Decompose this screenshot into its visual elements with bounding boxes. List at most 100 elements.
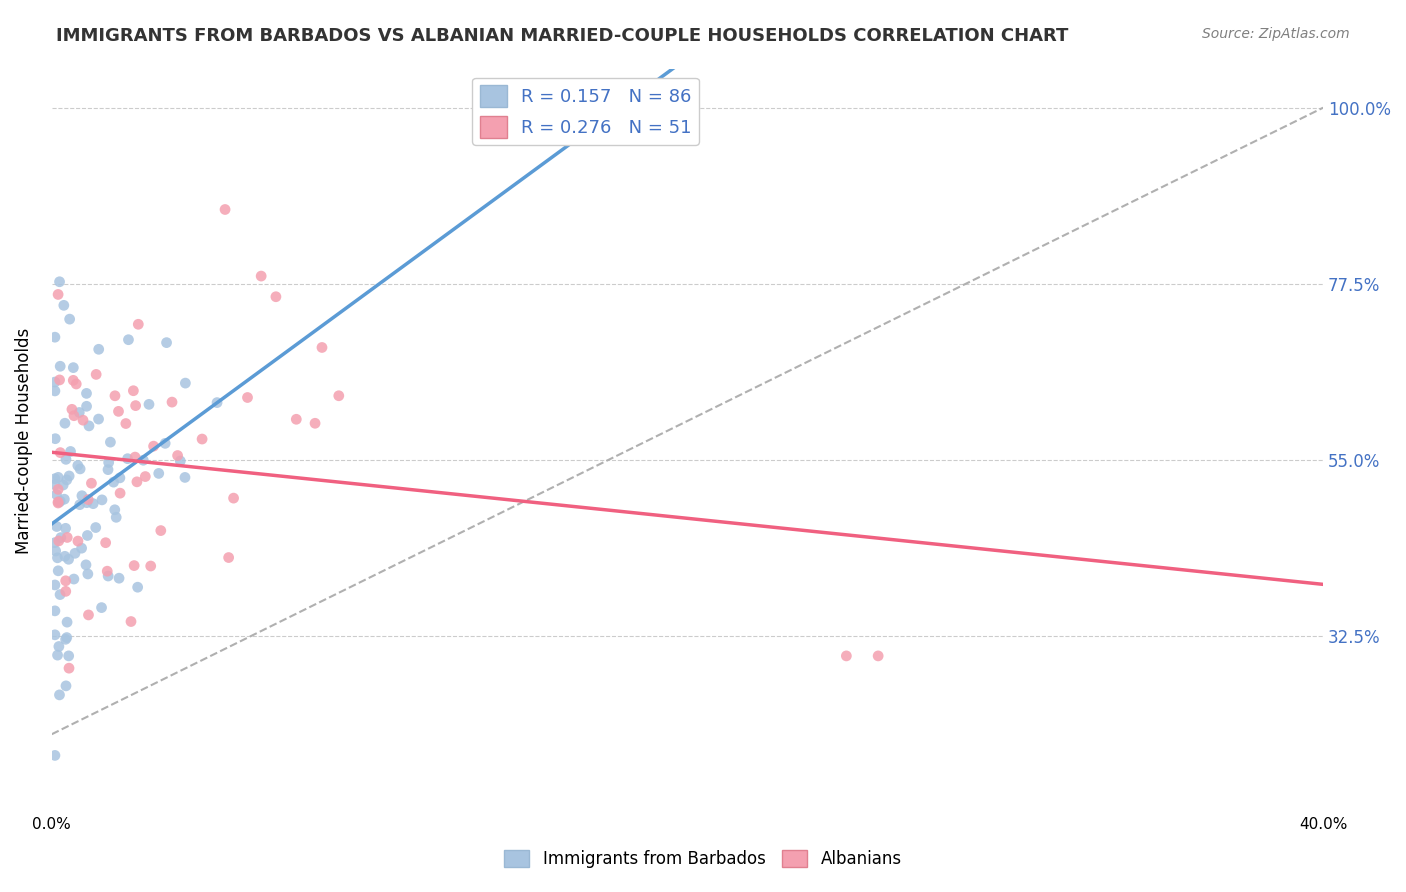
Point	[48, 688, 70, 702]
Point	[138, 397, 160, 411]
Point	[46, 648, 69, 662]
Point	[48, 373, 70, 387]
Point	[124, 399, 146, 413]
Point	[191, 432, 214, 446]
Point	[104, 503, 127, 517]
Point	[285, 412, 308, 426]
Point	[63, 572, 86, 586]
Point	[49, 531, 72, 545]
Point	[58, 648, 80, 663]
Point	[127, 318, 149, 332]
Point	[49, 445, 72, 459]
Point	[115, 417, 138, 431]
Point	[67, 405, 90, 419]
Point	[49, 494, 72, 508]
Point	[75, 558, 97, 572]
Point	[76, 496, 98, 510]
Point	[49, 588, 72, 602]
Point	[44, 432, 66, 446]
Point	[122, 558, 145, 573]
Point	[58, 661, 80, 675]
Point	[104, 389, 127, 403]
Legend: R = 0.157   N = 86, R = 0.276   N = 51: R = 0.157 N = 86, R = 0.276 N = 51	[472, 78, 699, 145]
Point	[214, 202, 236, 217]
Point	[222, 491, 245, 505]
Point	[45, 487, 67, 501]
Point	[55, 473, 77, 487]
Point	[60, 402, 83, 417]
Point	[55, 521, 77, 535]
Point	[218, 550, 240, 565]
Point	[311, 341, 333, 355]
Point	[96, 564, 118, 578]
Point	[44, 477, 66, 491]
Point	[87, 412, 110, 426]
Point	[169, 454, 191, 468]
Point	[46, 550, 69, 565]
Point	[174, 470, 197, 484]
Point	[122, 384, 145, 398]
Point	[44, 578, 66, 592]
Point	[134, 469, 156, 483]
Point	[76, 399, 98, 413]
Point	[55, 574, 77, 588]
Point	[48, 495, 70, 509]
Point	[148, 467, 170, 481]
Point	[62, 373, 84, 387]
Point	[132, 453, 155, 467]
Point	[46, 495, 69, 509]
Point	[55, 584, 77, 599]
Point	[53, 549, 76, 564]
Point	[91, 492, 114, 507]
Point	[142, 439, 165, 453]
Point	[55, 679, 77, 693]
Point	[66, 534, 89, 549]
Point	[108, 471, 131, 485]
Point	[66, 458, 89, 473]
Point	[48, 533, 70, 548]
Point	[124, 450, 146, 464]
Point	[46, 564, 69, 578]
Point	[94, 535, 117, 549]
Point	[46, 496, 69, 510]
Point	[55, 632, 77, 647]
Point	[48, 640, 70, 654]
Point	[77, 492, 100, 507]
Point	[69, 498, 91, 512]
Point	[139, 559, 162, 574]
Point	[44, 604, 66, 618]
Point	[44, 330, 66, 344]
Point	[52, 478, 75, 492]
Point	[65, 376, 87, 391]
Point	[70, 541, 93, 556]
Point	[97, 455, 120, 469]
Point	[868, 648, 890, 663]
Point	[84, 368, 107, 382]
Point	[76, 528, 98, 542]
Point	[72, 413, 94, 427]
Point	[160, 395, 183, 409]
Point	[53, 492, 76, 507]
Y-axis label: Married-couple Households: Married-couple Households	[15, 327, 32, 554]
Point	[76, 566, 98, 581]
Point	[250, 269, 273, 284]
Point	[166, 449, 188, 463]
Point	[59, 444, 82, 458]
Point	[56, 615, 79, 629]
Point	[44, 472, 66, 486]
Text: Source: ZipAtlas.com: Source: ZipAtlas.com	[1202, 27, 1350, 41]
Point	[103, 475, 125, 490]
Point	[97, 462, 120, 476]
Point	[153, 436, 176, 450]
Point	[117, 451, 139, 466]
Point	[44, 535, 66, 549]
Point	[125, 475, 148, 489]
Point	[63, 546, 86, 560]
Point	[155, 335, 177, 350]
Point	[58, 552, 80, 566]
Point	[44, 375, 66, 389]
Point	[87, 343, 110, 357]
Point	[174, 376, 197, 390]
Point	[45, 544, 67, 558]
Point	[82, 497, 104, 511]
